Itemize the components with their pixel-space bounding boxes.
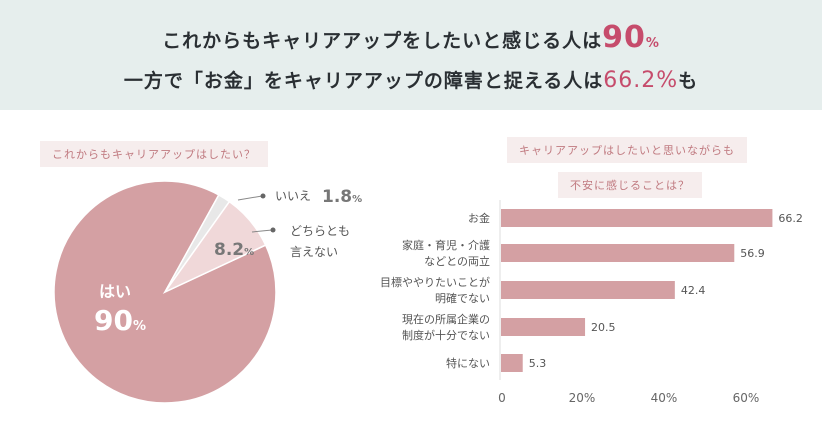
header: これからもキャリアアップをしたいと感じる人は90% 一方で「お金」をキャリアアッ… — [0, 0, 822, 110]
bar-category-4: 特にない — [446, 356, 490, 370]
bar-3 — [501, 318, 586, 336]
headline-1: これからもキャリアアップをしたいと感じる人は90% — [162, 20, 660, 55]
x-tick-2: 40% — [651, 391, 678, 405]
bar-2 — [501, 281, 675, 299]
x-tick-3: 60% — [733, 391, 760, 405]
leader-dot-no — [260, 193, 266, 199]
leader-neutral — [251, 229, 273, 233]
leader-dot-neutral — [270, 227, 276, 233]
pie-value-no: 1.8% — [322, 187, 362, 207]
pie-label-neutral-2: 言えない — [290, 245, 338, 259]
bar-category-0: お金 — [468, 211, 490, 225]
pie-label-no: いいえ — [275, 189, 311, 203]
headline-2: 一方で「お金」をキャリアアップの障害と捉える人は66.2%も — [123, 68, 699, 93]
bar-value-4: 5.3 — [529, 357, 547, 370]
x-tick-1: 20% — [569, 391, 596, 405]
bar-title-1: キャリアアップはしたいと思いながらも — [507, 137, 747, 163]
bar-0 — [501, 209, 773, 227]
bar-category-1: などとの両立 — [424, 254, 490, 268]
bar-category-3: 現在の所属企業の — [402, 312, 490, 326]
bar-category-2: 目標ややりたいことが — [380, 275, 490, 289]
bar-value-3: 20.5 — [591, 321, 616, 334]
bar-category-3: 制度が十分でない — [402, 328, 490, 342]
bar-category-1: 家庭・育児・介護 — [402, 238, 490, 252]
bar-value-0: 66.2 — [778, 212, 803, 225]
bar-value-2: 42.4 — [681, 284, 706, 297]
pie-title: これからもキャリアアップはしたい？ — [40, 141, 268, 167]
bar-title-2: 不安に感じることは？ — [558, 172, 702, 198]
leader-no — [237, 195, 263, 201]
bar-1 — [501, 244, 735, 262]
pie-value-neutral: 8.2% — [214, 240, 254, 260]
bar-value-1: 56.9 — [740, 247, 765, 260]
bar-4 — [501, 354, 523, 372]
pie-slice-2 — [162, 200, 267, 294]
bar-category-2: 明確でない — [435, 291, 490, 305]
pie-label-yes: はい — [99, 282, 131, 301]
pie-label-neutral-1: どちらとも — [290, 224, 350, 238]
x-tick-0: 0 — [498, 391, 506, 405]
